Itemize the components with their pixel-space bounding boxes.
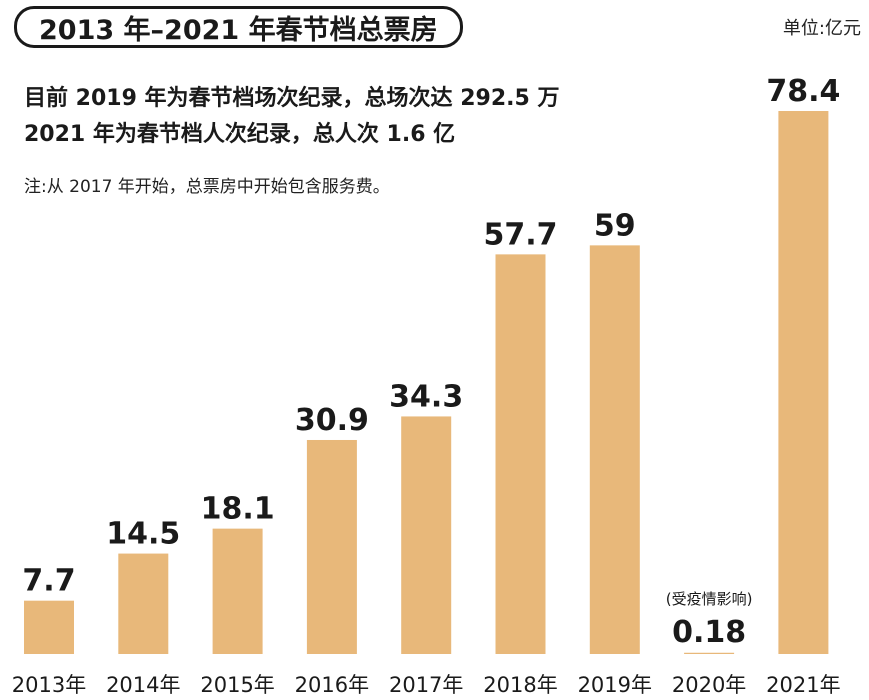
bar-2013年	[24, 600, 74, 654]
value-label-2019年: 59	[594, 208, 636, 243]
footnote: 注:从 2017 年开始，总票房中开始包含服务费。	[24, 177, 390, 197]
value-label-2018年: 57.7	[483, 217, 557, 252]
x-tick-2015年: 2015年	[200, 673, 274, 697]
chart-title: 2013 年–2021 年春节档总票房	[14, 6, 463, 48]
bar-2020年	[684, 652, 735, 654]
value-label-2015年: 18.1	[201, 492, 275, 527]
bar-2021年	[778, 111, 829, 654]
x-tick-2020年: 2020年	[672, 673, 746, 697]
annotation-2020年: (受疫情影响)	[666, 590, 753, 608]
x-tick-2014年: 2014年	[106, 673, 180, 697]
x-tick-2021年: 2021年	[766, 673, 840, 697]
headline-admissions: 2021 年为春节档人次纪录，总人次 1.6 亿	[24, 122, 456, 147]
bar-2017年	[401, 416, 452, 654]
value-label-2016年: 30.9	[295, 403, 369, 438]
bar-2018年	[495, 254, 546, 654]
bar-2014年	[118, 553, 169, 654]
chart-title-text: 2013 年–2021 年春节档总票房	[39, 14, 438, 46]
value-label-2014年: 14.5	[106, 517, 180, 552]
bar-2019年	[589, 245, 640, 654]
x-tick-2018年: 2018年	[483, 673, 557, 697]
bar-2015年	[212, 528, 263, 654]
value-label-2017年: 34.3	[389, 379, 463, 414]
value-label-2021年: 78.4	[766, 74, 840, 109]
x-tick-2013年: 2013年	[12, 673, 86, 697]
headline-screenings: 目前 2019 年为春节档场次纪录，总场次达 292.5 万	[24, 86, 560, 111]
value-label-2013年: 7.7	[22, 564, 75, 599]
x-tick-2019年: 2019年	[578, 673, 652, 697]
x-tick-2017年: 2017年	[389, 673, 463, 697]
x-tick-2016年: 2016年	[295, 673, 369, 697]
bar-2016年	[306, 439, 357, 654]
value-label-2020年: 0.18	[672, 615, 746, 650]
unit-label: 单位:亿元	[782, 18, 861, 39]
